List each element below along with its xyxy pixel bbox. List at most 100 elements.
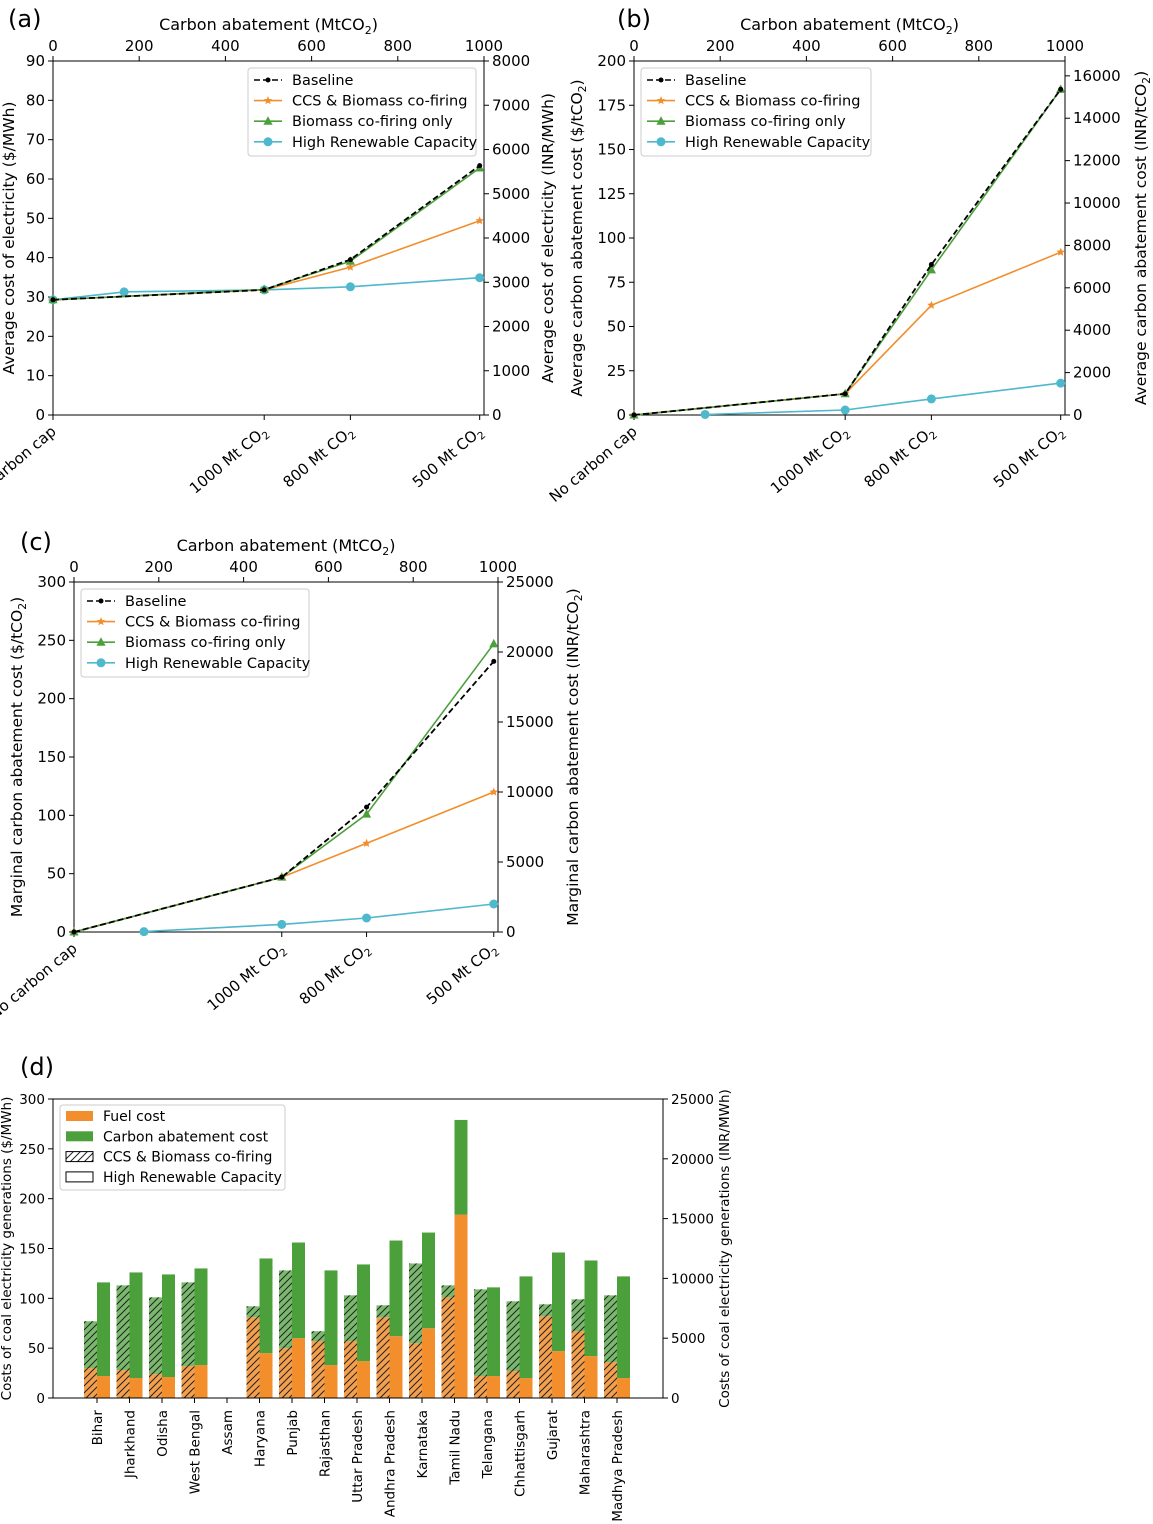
legend-marker-2 [656,116,666,125]
right-tick-label: 16000 [1073,67,1121,85]
legend-label: High Renewable Capacity [125,656,311,672]
legend-marker-3 [96,658,106,668]
bar-fuel-ccs-hatch [376,1317,390,1398]
category-label: Odisha [155,1410,171,1457]
right-axis-label: Average cost of electricity (INR/MWh) [539,93,557,383]
legend-box [640,67,872,157]
left-tick-label: 150 [19,1242,45,1258]
bar-abatement-renewable [259,1258,273,1354]
legend-label: Carbon abatement cost [103,1129,269,1145]
bar-fuel-ccs-hatch [344,1341,357,1398]
bar-fuel-renewable [259,1353,273,1398]
right-tick-label: 0 [492,406,502,424]
left-tick-label: 200 [19,1192,45,1208]
bar-abatement-renewable [584,1260,598,1357]
bottom-tick-label: No carbon cap [0,939,81,1023]
bar-abatement-ccs-hatch [571,1299,585,1332]
right-tick-label: 10000 [1073,194,1121,212]
top-tick-label: 0 [629,37,639,55]
bottom-tick-label: 800 Mt CO2 [296,939,375,1010]
series-marker-3 [119,287,129,297]
bar-abatement-ccs-hatch [409,1263,422,1344]
bar-abatement-ccs-hatch [474,1289,487,1377]
category-label: Punjab [285,1410,301,1456]
left-tick-label: 0 [35,406,45,424]
bottom-tick-label: 500 Mt CO2 [990,422,1069,493]
top-tick-label: 1000 [1046,37,1084,55]
legend-label: CCS & Biomass co-firing [292,94,467,110]
right-tick-label: 2000 [492,318,530,336]
right-tick-label: 8000 [492,52,530,70]
bottom-tick-label: 1000 Mt CO2 [186,422,273,499]
bar-fuel-renewable [292,1338,305,1398]
bar-fuel-renewable [357,1361,370,1398]
left-tick-label: 150 [37,748,66,766]
category-label: Assam [220,1410,236,1455]
right-tick-label: 4000 [1073,321,1111,339]
bar-abatement-renewable [162,1274,175,1378]
panel-d: (d) Bihar Jharkhand Odisha West Bengal Assam H… [0,1053,733,1522]
right-tick-label: 25000 [671,1092,714,1108]
series-line-2 [73,643,495,933]
right-tick-label: 25000 [506,573,554,591]
bottom-tick-label: 500 Mt CO2 [423,939,502,1010]
series-marker-1 [362,838,371,847]
bottom-tick-label: No carbon cap [546,422,641,506]
right-tick-label: 4000 [492,229,530,247]
left-tick-label: 100 [37,806,66,824]
legend-box [59,1104,286,1191]
right-axis-label: Costs of coal electricity generations (I… [717,1089,733,1408]
left-tick-label: 150 [597,141,626,159]
legend-label: CCS & Biomass co-firing [125,615,300,631]
top-tick-label: 1000 [479,558,517,576]
bar-fuel-renewable [129,1378,143,1398]
series-marker-1 [346,262,355,271]
category-label: Telangana [480,1410,496,1480]
top-tick-label: 200 [125,37,154,55]
legend-swatch-3 [65,1171,94,1183]
right-tick-label: 6000 [492,141,530,159]
left-tick-label: 50 [28,1341,45,1357]
series-marker-0 [928,262,934,268]
series-marker-0 [50,297,56,303]
right-tick-label: 6000 [1073,279,1111,297]
bar-abatement-ccs-hatch [441,1285,455,1298]
left-tick-label: 70 [26,131,45,149]
left-tick-label: 0 [616,406,626,424]
top-tick-label: 800 [399,558,428,576]
series-marker-3 [1056,378,1066,388]
right-axis-label: Average carbon abatement cost (INR/tCO2) [1132,71,1153,405]
right-tick-label: 5000 [671,1331,705,1347]
right-tick-label: 14000 [1073,109,1121,127]
right-tick-label: 5000 [506,853,544,871]
bar-fuel-ccs-hatch [246,1317,260,1398]
left-tick-label: 50 [607,318,626,336]
series-marker-3 [345,282,355,292]
legend-label: Biomass co-firing only [685,114,846,130]
series-marker-0 [347,257,353,263]
bar-abatement-ccs-hatch [344,1295,357,1342]
bar-fuel-renewable [97,1376,110,1398]
bottom-tick-label: 500 Mt CO2 [409,422,488,493]
series-line-0 [633,88,1062,416]
bottom-tick-label: 1000 Mt CO2 [767,422,854,499]
right-axis-label: Marginal carbon abatement cost (INR/tCO2… [564,588,585,925]
left-tick-label: 200 [597,52,626,70]
right-tick-label: 0 [671,1391,680,1407]
series-marker-0 [71,929,77,935]
left-tick-label: 40 [26,249,45,267]
legend-label: High Renewable Capacity [103,1170,282,1186]
right-tick-label: 15000 [671,1212,714,1228]
series-marker-0 [1058,86,1064,92]
bottom-tick-label: 800 Mt CO2 [861,422,940,493]
panel-label: (c) [20,528,52,556]
left-tick-label: 60 [26,170,45,188]
series-line-2 [633,88,1062,416]
bar-abatement-ccs-hatch [84,1321,97,1369]
legend-label: Baseline [685,73,747,89]
series-marker-0 [842,391,848,397]
series-line-3 [705,382,1061,416]
left-tick-label: 125 [597,185,626,203]
bar-abatement-ccs-hatch [539,1304,552,1317]
